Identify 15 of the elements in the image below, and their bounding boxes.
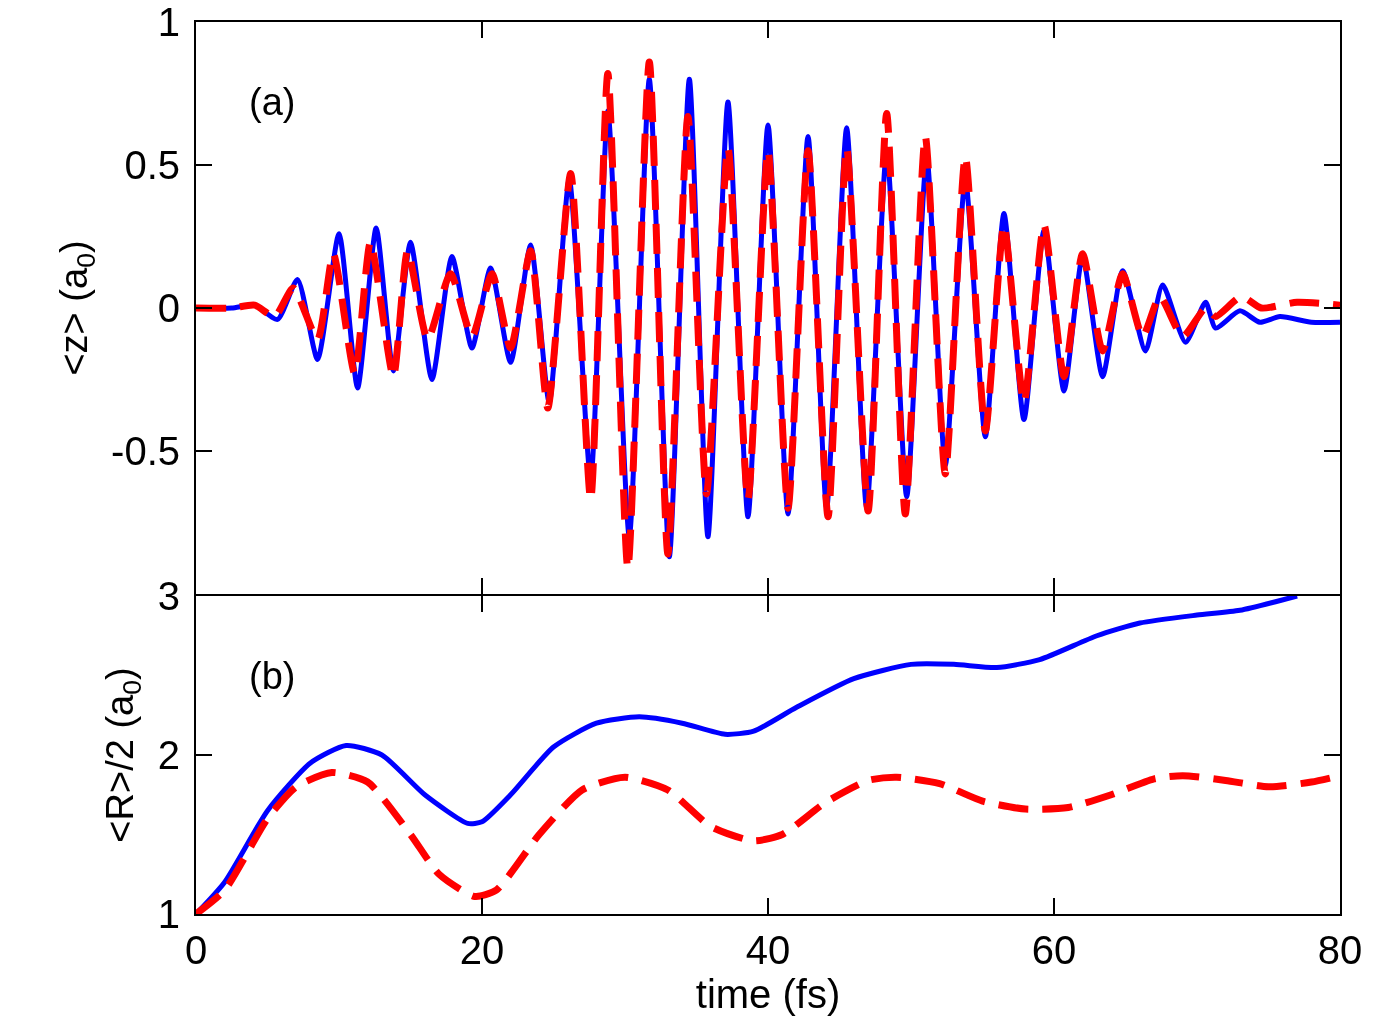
y-tick-label: 2 xyxy=(157,733,180,777)
x-tick-label: 20 xyxy=(459,928,505,972)
x-axis-title: time (fs) xyxy=(695,972,841,1016)
x-tick-label: 80 xyxy=(1317,928,1363,972)
x-tick-label: 40 xyxy=(745,928,791,972)
y-tick-label: 1 xyxy=(157,0,180,44)
annotation: (b) xyxy=(249,655,296,697)
y-tick-label: 0 xyxy=(157,286,180,330)
x-tick-label: 0 xyxy=(184,928,208,972)
y-tick-label: 3 xyxy=(157,574,180,618)
x-tick-label: 60 xyxy=(1031,928,1077,972)
y-tick-label: 1 xyxy=(157,892,180,936)
y-tick-label: -0.5 xyxy=(111,429,180,473)
annotation: (a) xyxy=(249,81,296,123)
y-tick-label: 0.5 xyxy=(124,143,180,187)
